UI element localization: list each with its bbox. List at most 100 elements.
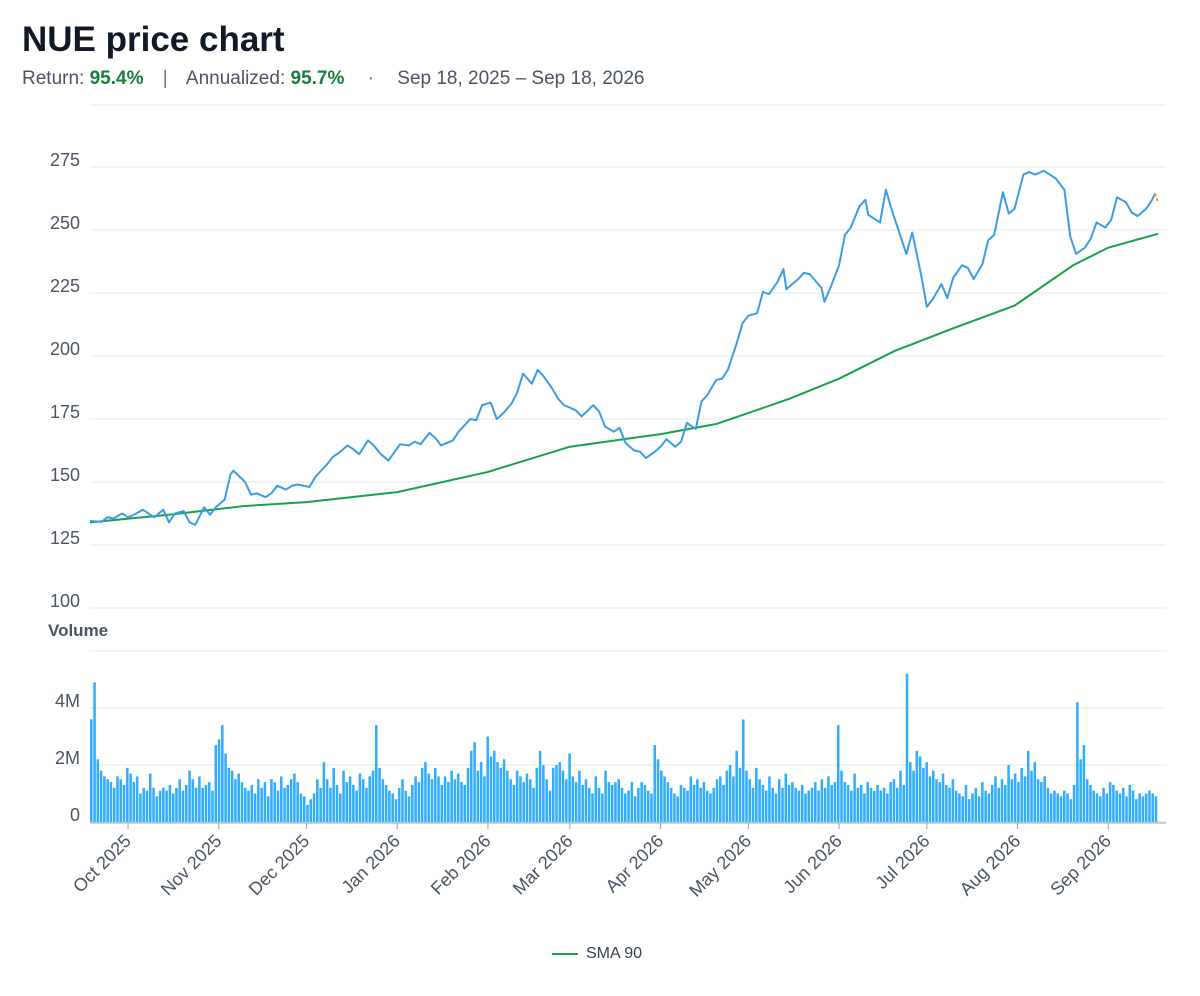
volume-bar	[361, 779, 365, 822]
volume-bar	[224, 753, 227, 822]
volume-bar	[253, 793, 257, 822]
volume-bar	[483, 776, 486, 822]
volume-bar	[912, 770, 915, 822]
y-tick-label: 100	[50, 591, 80, 611]
volume-bar	[1062, 790, 1066, 822]
sma-90-line	[89, 232, 1159, 524]
volume-bar	[545, 779, 548, 822]
volume-bar	[1013, 773, 1017, 822]
volume-bar	[211, 790, 214, 822]
x-tick-label: Apr 2026	[602, 831, 668, 897]
volume-bar	[931, 770, 935, 822]
volume-bar	[610, 784, 614, 822]
volume-bar	[1004, 784, 1007, 822]
volume-bar	[728, 765, 732, 822]
volume-bar	[594, 776, 598, 822]
volume-bar	[836, 725, 840, 822]
volume-bar	[162, 787, 165, 822]
y-tick-label: 125	[50, 528, 80, 548]
volume-bar	[617, 779, 621, 822]
volume-bar	[597, 787, 601, 822]
y-tick-label: 225	[50, 276, 80, 296]
volume-bar	[607, 782, 611, 822]
chart-legend[interactable]: SMA 90	[552, 945, 642, 963]
volume-bar	[309, 799, 313, 822]
volume-bar	[1092, 790, 1096, 822]
volume-bar	[188, 770, 191, 822]
volume-bar	[810, 787, 814, 822]
volume-bar	[725, 770, 729, 822]
volume-bar	[666, 782, 670, 822]
volume-bar	[709, 793, 712, 822]
volume-bar	[817, 790, 820, 822]
volume-bar	[715, 779, 719, 822]
volume-bar	[637, 787, 640, 822]
volume-bar	[538, 750, 542, 822]
volume-bar	[329, 787, 332, 822]
volume-bar	[948, 787, 951, 822]
volume-bar	[207, 782, 211, 822]
volume-bar	[316, 779, 319, 822]
volume-bar	[371, 770, 375, 822]
volume-bar	[587, 787, 591, 822]
volume-bar	[109, 782, 113, 822]
volume-bar	[293, 773, 296, 822]
volume-bar	[126, 767, 129, 822]
volume-bar	[774, 793, 778, 822]
volume-bar	[424, 762, 427, 822]
volume-bar	[925, 762, 928, 822]
volume-bar	[1121, 787, 1125, 822]
volume-bar	[506, 770, 509, 822]
volume-bar	[198, 776, 201, 822]
volume-bar	[191, 779, 195, 822]
volume-bar	[129, 773, 132, 822]
volume-bar	[243, 787, 247, 822]
volume-tick-label: 0	[70, 805, 80, 825]
price-line	[89, 169, 1156, 526]
x-tick-label: Jan 2026	[338, 831, 405, 898]
volume-bar	[148, 773, 152, 822]
volume-bar	[525, 773, 529, 822]
volume-bar	[850, 790, 853, 822]
volume-bar	[676, 796, 679, 822]
x-tick-label: Oct 2025	[69, 831, 135, 897]
volume-bar	[633, 796, 637, 822]
volume-bar	[787, 784, 791, 822]
volume-bar	[112, 787, 116, 822]
volume-bar	[286, 784, 290, 822]
volume-bar	[1017, 782, 1020, 822]
annualized-label: Annualized:	[185, 68, 286, 89]
volume-bar	[312, 793, 316, 822]
volume-bar	[1138, 793, 1141, 822]
volume-bar	[653, 745, 657, 822]
x-tick-label: Jun 2026	[779, 831, 846, 898]
volume-bar	[1076, 702, 1079, 822]
volume-bar	[456, 773, 460, 822]
x-tick-label: Jul 2026	[871, 831, 933, 893]
volume-bar	[1115, 790, 1118, 822]
volume-bar	[325, 779, 329, 822]
volume-bar	[1125, 796, 1128, 822]
volume-bar	[90, 719, 93, 822]
volume-bar	[1085, 779, 1089, 822]
volume-bar	[732, 776, 735, 822]
volume-bar	[620, 787, 624, 822]
volume-bar	[741, 719, 745, 822]
volume-bar	[1000, 779, 1004, 822]
volume-bar	[899, 770, 902, 822]
volume-bar	[663, 776, 666, 822]
volume-bar	[319, 787, 322, 822]
volume-bar	[954, 790, 958, 822]
volume-bar	[1059, 796, 1063, 822]
volume-bar	[1148, 790, 1151, 822]
volume-bar	[502, 759, 506, 822]
volume-bar	[486, 736, 489, 822]
separator: |	[162, 68, 168, 89]
volume-bar	[591, 793, 594, 822]
volume-bar	[204, 784, 208, 822]
volume-bar	[964, 784, 968, 822]
volume-bar	[640, 782, 643, 822]
volume-bar	[941, 773, 945, 822]
volume-bar	[1023, 776, 1027, 822]
